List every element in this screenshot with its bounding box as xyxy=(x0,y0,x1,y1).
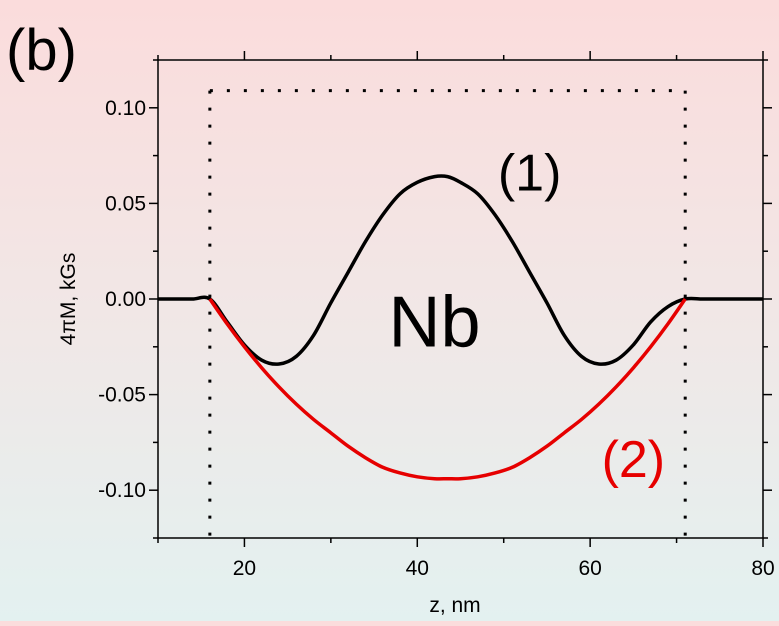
annotation-label: (1) xyxy=(498,144,562,202)
panel-label: (b) xyxy=(6,18,77,83)
y-axis-ticks: 0.10 0.05 0.00 -0.05 -0.10 xyxy=(98,59,772,539)
y-tick-label: -0.05 xyxy=(98,384,146,407)
annotation-label: (2) xyxy=(602,431,666,489)
series-line-1 xyxy=(158,174,763,366)
x-tick-label: 20 xyxy=(233,557,256,580)
y-tick-label: -0.10 xyxy=(98,479,146,502)
y-tick-label: 0.10 xyxy=(105,97,146,120)
y-tick-label: 0.00 xyxy=(105,288,146,311)
y-tick-label: 0.05 xyxy=(105,192,146,215)
annotation-label: Nb xyxy=(389,283,481,363)
series-layer xyxy=(158,174,763,481)
series-line-2 xyxy=(208,298,687,481)
x-tick-label: 80 xyxy=(751,557,774,580)
annotations: (1) Nb (2) xyxy=(389,144,666,489)
x-axis-ticks: 20 40 60 80 xyxy=(157,51,775,580)
layer-boundaries xyxy=(208,89,687,538)
x-tick-label: 60 xyxy=(578,557,601,580)
y-axis-label: 4πM, kGs xyxy=(57,253,80,346)
x-tick-label: 40 xyxy=(406,557,429,580)
x-axis-label: z, nm xyxy=(429,594,480,617)
